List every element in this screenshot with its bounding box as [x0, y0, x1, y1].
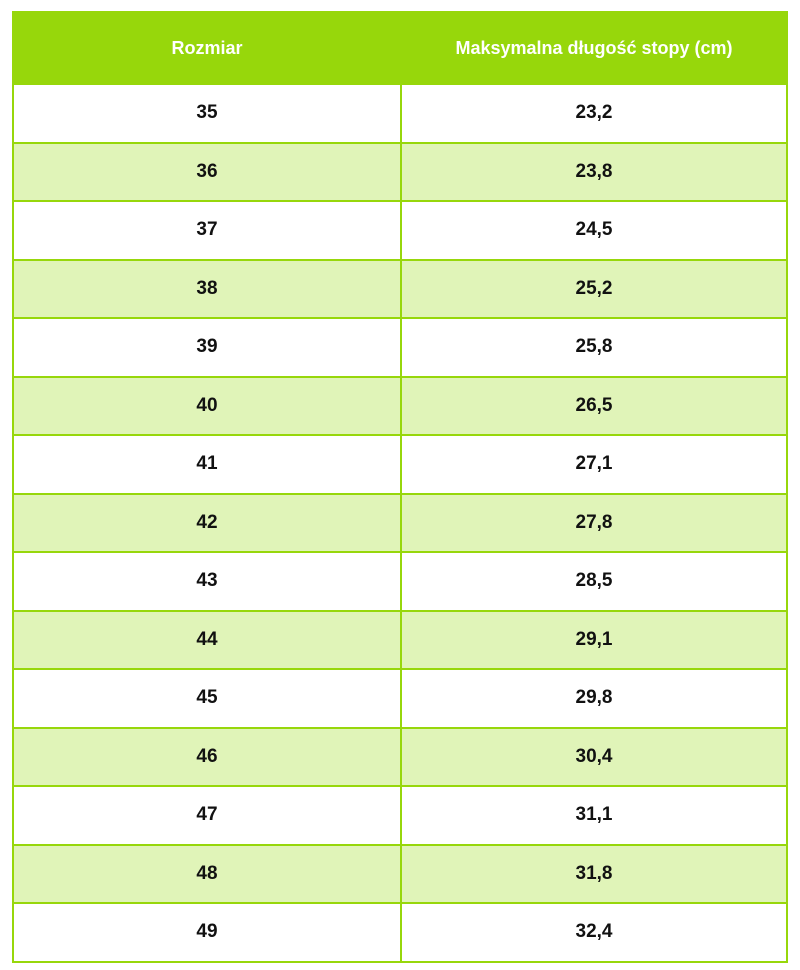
table-row: 41 27,1	[12, 434, 788, 495]
foot-length-cell: 32,4	[400, 902, 788, 963]
table-row: 48 31,8	[12, 843, 788, 904]
size-cell: 39	[12, 317, 402, 378]
table-row: 36 23,8	[12, 141, 788, 202]
table-row: 47 31,1	[12, 785, 788, 846]
size-cell: 48	[12, 843, 402, 904]
foot-length-cell: 31,1	[400, 785, 788, 846]
size-cell: 37	[12, 200, 402, 261]
table-row: 39 25,8	[12, 317, 788, 378]
foot-length-cell: 29,8	[400, 668, 788, 729]
table-row: 40 26,5	[12, 375, 788, 436]
foot-length-cell: 23,8	[400, 141, 788, 202]
foot-length-cell: 25,2	[400, 258, 788, 319]
header-size: Rozmiar	[12, 11, 402, 85]
table-row: 37 24,5	[12, 200, 788, 261]
size-cell: 40	[12, 375, 402, 436]
foot-length-cell: 30,4	[400, 726, 788, 787]
header-row: Rozmiar Maksymalna długość stopy (cm)	[12, 11, 788, 85]
table-row: 43 28,5	[12, 551, 788, 612]
size-cell: 42	[12, 492, 402, 553]
size-cell: 43	[12, 551, 402, 612]
size-cell: 49	[12, 902, 402, 963]
header-foot-length: Maksymalna długość stopy (cm)	[400, 11, 788, 85]
size-cell: 41	[12, 434, 402, 495]
foot-length-cell: 28,5	[400, 551, 788, 612]
table-row: 35 23,2	[12, 83, 788, 144]
foot-length-cell: 27,1	[400, 434, 788, 495]
size-cell: 36	[12, 141, 402, 202]
foot-length-cell: 24,5	[400, 200, 788, 261]
foot-length-cell: 27,8	[400, 492, 788, 553]
size-cell: 45	[12, 668, 402, 729]
table-row: 38 25,2	[12, 258, 788, 319]
size-cell: 47	[12, 785, 402, 846]
size-cell: 46	[12, 726, 402, 787]
size-chart-table: Rozmiar Maksymalna długość stopy (cm) 35…	[12, 11, 788, 963]
table-row: 44 29,1	[12, 609, 788, 670]
size-cell: 38	[12, 258, 402, 319]
table-body: 35 23,2 36 23,8 37 24,5 38 25,2 39 25,8 40 26,5 41 27…	[12, 83, 788, 963]
foot-length-cell: 26,5	[400, 375, 788, 436]
foot-length-cell: 31,8	[400, 843, 788, 904]
foot-length-cell: 23,2	[400, 83, 788, 144]
foot-length-cell: 25,8	[400, 317, 788, 378]
table-row: 45 29,8	[12, 668, 788, 729]
foot-length-cell: 29,1	[400, 609, 788, 670]
table-row: 42 27,8	[12, 492, 788, 553]
size-cell: 35	[12, 83, 402, 144]
size-cell: 44	[12, 609, 402, 670]
table-row: 46 30,4	[12, 726, 788, 787]
table-row: 49 32,4	[12, 902, 788, 963]
